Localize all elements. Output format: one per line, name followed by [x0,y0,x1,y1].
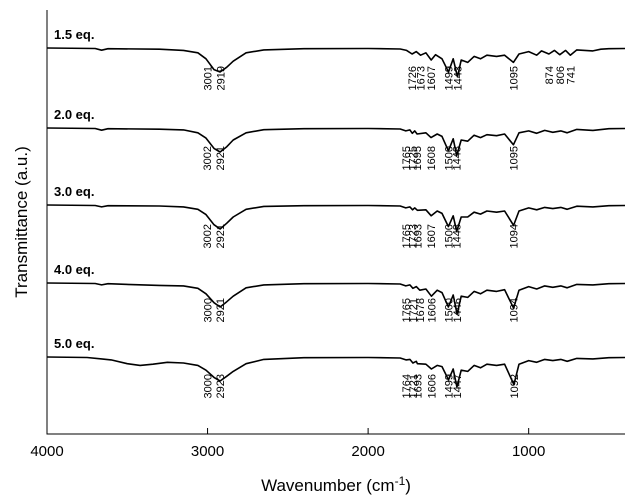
peak-label-1678: 1678 [415,298,427,322]
peak-label-1606: 1606 [426,298,438,322]
peak-label-1765: 1765 [401,146,413,170]
spectrum-line-3 [46,204,626,233]
peak-label-2919: 2919 [216,66,228,90]
peak-label-1443: 1443 [453,66,465,90]
series-label-1: 1.5 eq. [54,27,94,42]
peak-label-1446: 1446 [452,298,464,322]
peak-label-1693: 1693 [412,224,424,248]
peak-label-1726: 1726 [407,66,419,90]
peak-label-1607: 1607 [426,66,438,90]
series-label-4: 4.0 eq. [54,262,94,277]
peak-label-2921: 2921 [215,146,227,170]
x-tick-label-4000: 4000 [30,443,63,460]
peak-label-3002: 3002 [202,146,214,170]
peak-label-3000: 3000 [203,374,215,398]
spectrum-line-4 [46,282,626,315]
x-tick-label-2000: 2000 [351,443,384,460]
peak-label-2921: 2921 [215,298,227,322]
peak-label-1765: 1765 [401,298,413,322]
peak-label-1695: 1695 [412,146,424,170]
peak-label-1448: 1448 [452,146,464,170]
peak-label-1500: 1500 [443,224,455,248]
series-label-3: 3.0 eq. [54,184,94,199]
peak-label-1095: 1095 [508,146,520,170]
peak-label-1606: 1606 [426,374,438,398]
peak-label-1092: 1092 [509,374,521,398]
peak-label-1764: 1764 [401,374,413,398]
peak-label-3002: 3002 [202,224,214,248]
y-axis-title: Transmittance (a.u.) [12,146,31,297]
series-label-2: 2.0 eq. [54,107,94,122]
peak-label-1725: 1725 [407,146,419,170]
plot-area: 4000 3000 2000 1000 1.5 eq. 2.0 eq. 3.0 eq. 4.… [30,10,626,460]
peak-label-1499: 1499 [444,66,456,90]
peak-label-1095: 1095 [508,66,520,90]
series-label-5: 5.0 eq. [54,336,94,351]
series-labels: 1.5 eq. 2.0 eq. 3.0 eq. 4.0 eq. 5.0 eq. [54,27,94,351]
spectra-group [46,47,626,388]
x-axis-title: Wavenumber (cm-1) [261,474,411,495]
peak-label-1447: 1447 [452,374,464,398]
peak-label-1673: 1673 [416,66,428,90]
peak-label-2921: 2921 [215,224,227,248]
spectrum-line-2 [46,127,626,157]
x-axis-title-main: Wavenumber (cm [261,476,395,495]
x-tick-label-1000: 1000 [512,443,545,460]
x-axis-ticks: 4000 3000 2000 1000 [30,428,545,460]
peak-label-2923: 2923 [215,374,227,398]
x-axis-title-superscript: -1 [395,474,406,488]
peak-label-1765: 1765 [401,224,413,248]
peak-label-1693: 1693 [412,374,424,398]
spectrum-line-1 [46,47,626,78]
x-axis-title-end: ) [405,476,411,495]
peak-label-1608: 1608 [426,146,438,170]
plot-frame [46,10,625,435]
peak-label-874: 874 [544,66,556,84]
peak-label-1721: 1721 [408,298,420,322]
spectrum-line-5 [46,356,626,388]
x-tick-label-3000: 3000 [191,443,224,460]
peak-label-1499: 1499 [444,374,456,398]
peak-label-806: 806 [555,66,567,84]
peak-label-1723: 1723 [408,224,420,248]
peak-label-1500: 1500 [443,146,455,170]
peak-label-1094: 1094 [509,224,521,248]
peak-label-1721: 1721 [408,374,420,398]
peak-label-1448: 1448 [452,224,464,248]
peak-label-1500: 1500 [443,298,455,322]
peak-label-741: 741 [565,66,577,84]
peak-label-3001: 3001 [202,66,214,90]
peak-label-1094: 1094 [509,298,521,322]
peak-label-3000: 3000 [203,298,215,322]
peak-label-1607: 1607 [426,224,438,248]
